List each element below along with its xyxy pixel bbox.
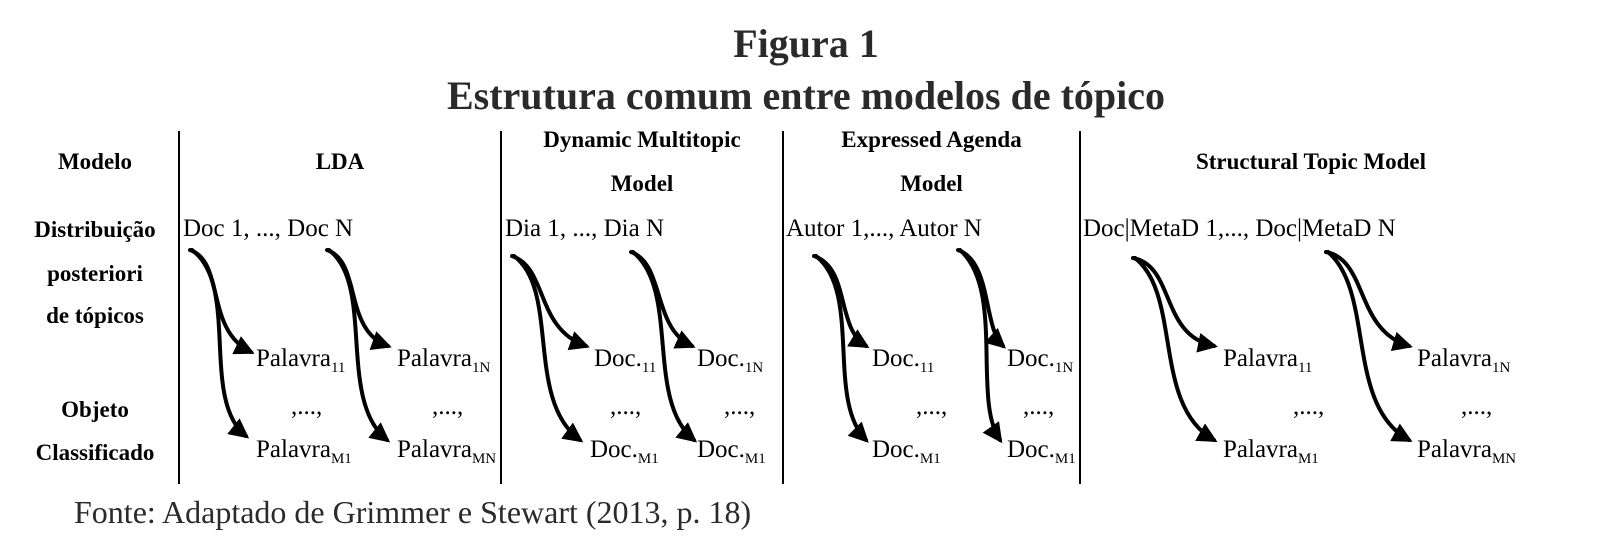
distribution-dmm: Dia 1, ..., Dia N — [505, 215, 664, 242]
ellipsis: ,..., — [291, 393, 323, 420]
classified-object: Palavra11 — [256, 345, 346, 376]
figure-title: Estrutura comum entre modelos de tópico — [446, 73, 1166, 118]
arrow — [631, 250, 698, 443]
ellipsis: ,..., — [432, 393, 464, 420]
ellipsis: ,..., — [724, 393, 756, 420]
distribution-stm: Doc|MetaD 1,..., Doc|MetaD N — [1083, 215, 1396, 242]
classified-object: PalavraMN — [397, 436, 497, 467]
column-divider — [1079, 131, 1081, 484]
ellipsis: ,..., — [916, 393, 948, 420]
distribution-lda: Doc 1, ..., Doc N — [183, 215, 354, 242]
model-header-eam: Expressed Agenda — [841, 127, 1022, 152]
row-label-distribution: posteriori — [47, 261, 143, 286]
row-label-object: Classificado — [35, 440, 155, 465]
column-divider — [178, 131, 180, 484]
figure-number: Figura 1 — [733, 21, 879, 66]
model-header-eam: Model — [900, 171, 963, 196]
classified-object: PalavraMN — [1417, 436, 1517, 467]
ellipsis: ,..., — [1461, 393, 1493, 420]
arrow — [1131, 256, 1218, 353]
ellipsis: ,..., — [1023, 393, 1055, 420]
classified-object: Doc.M1 — [872, 436, 941, 467]
ellipsis: ,..., — [610, 393, 642, 420]
model-header-dmm: Model — [610, 171, 674, 196]
classified-object: Doc.1N — [1007, 345, 1074, 376]
arrow — [327, 248, 391, 443]
classified-object: PalavraM1 — [256, 436, 352, 467]
classified-object: Doc.M1 — [590, 436, 659, 467]
figure-source: Fonte: Adaptado de Grimmer e Stewart (20… — [74, 494, 752, 530]
column-divider — [782, 131, 784, 484]
classified-object: Doc.1N — [697, 345, 764, 376]
model-header-lda: LDA — [315, 149, 365, 174]
classified-object: Doc.11 — [594, 345, 657, 376]
column-divider — [500, 131, 502, 484]
row-label-object: Objeto — [61, 397, 129, 422]
arrow — [956, 248, 1006, 349]
classified-object: Palavra11 — [1223, 345, 1313, 376]
arrow — [512, 254, 584, 443]
classified-object: Palavra1N — [1417, 345, 1511, 376]
ellipsis: ,..., — [1293, 393, 1325, 420]
arrow — [1324, 250, 1413, 352]
arrow — [190, 248, 250, 439]
distribution-eam: Autor 1,..., Autor N — [786, 215, 982, 242]
row-label-distribution: Distribuição — [34, 217, 156, 242]
classified-object: Doc.M1 — [1007, 436, 1076, 467]
arrow — [1326, 250, 1413, 442]
arrow — [1133, 256, 1218, 442]
arrow — [510, 254, 590, 351]
arrow — [814, 254, 869, 443]
classified-object: PalavraM1 — [1223, 436, 1319, 467]
classified-object: Palavra1N — [397, 345, 491, 376]
model-header-stm: Structural Topic Model — [1195, 149, 1426, 174]
row-label-distribution: de tópicos — [46, 303, 144, 328]
model-header-dmm: Dynamic Multitopic — [543, 127, 741, 152]
row-label-model: Modelo — [57, 149, 133, 174]
arrow — [958, 248, 1003, 444]
classified-object: Doc.11 — [872, 345, 935, 376]
classified-object: Doc.M1 — [697, 436, 766, 467]
